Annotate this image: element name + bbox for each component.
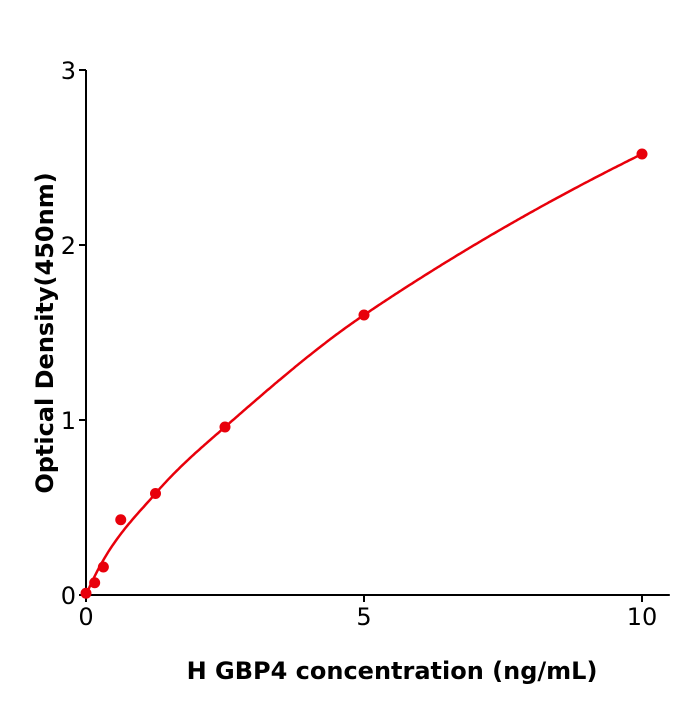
x-axis-label: H GBP4 concentration (ng/mL) (187, 657, 598, 685)
data-point (636, 148, 648, 160)
data-point (358, 309, 370, 321)
x-tick-label: 5 (356, 603, 371, 631)
y-tick-label: 2 (61, 232, 76, 260)
y-tick-label: 3 (61, 57, 76, 85)
x-tick-label: 10 (627, 603, 658, 631)
data-point (80, 587, 92, 599)
data-point (150, 488, 161, 499)
data-point (89, 577, 101, 589)
data-point (219, 421, 231, 433)
fit-curve (84, 152, 643, 596)
y-tick-label: 1 (61, 407, 76, 435)
y-axis-label: Optical Density(450nm) (31, 172, 59, 493)
data-point (97, 561, 109, 573)
data-point (115, 514, 127, 526)
y-tick-label: 0 (61, 582, 76, 610)
x-tick-label: 0 (78, 603, 93, 631)
